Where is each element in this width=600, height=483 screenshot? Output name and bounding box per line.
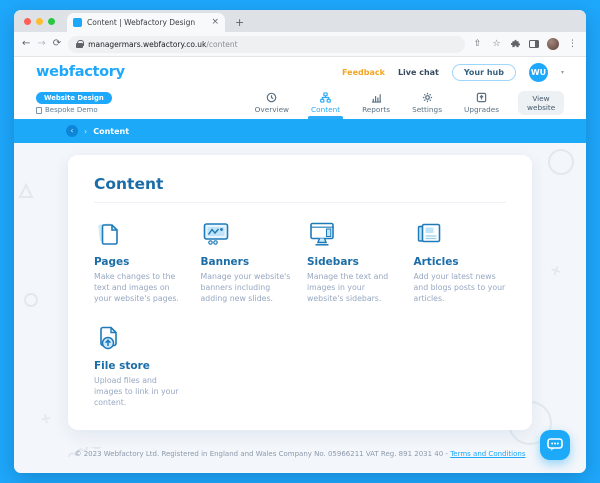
share-icon[interactable]: ⇧: [473, 39, 482, 49]
reload-icon[interactable]: ⟳: [52, 38, 62, 49]
url-text: managermars.webfactory.co.uk/content: [88, 40, 237, 49]
view-website-button[interactable]: View website: [518, 90, 564, 116]
filestore-icon: [100, 326, 117, 349]
card-desc: Upload files and images to link in your …: [94, 375, 179, 407]
card-sidebars[interactable]: Sidebars Manage the text and images in y…: [307, 219, 400, 305]
close-window-icon[interactable]: [24, 17, 31, 25]
decorative-circle: [548, 149, 574, 175]
card-title: Sidebars: [307, 256, 359, 268]
site-header: webfactory Feedback Live chat Your hub W…: [14, 57, 586, 87]
page-title: Content: [94, 175, 164, 193]
browser-toolbar: ← → ⟳ managermars.webfactory.co.uk/conte…: [14, 32, 586, 57]
chart-icon: [371, 94, 381, 103]
url-host: managermars.webfactory.co.uk: [88, 39, 207, 49]
toolbar-icons: ⇧ ☆ ⋮: [472, 38, 578, 50]
site-name: Bespoke Demo: [36, 106, 112, 114]
tab-overview[interactable]: Overview: [246, 87, 298, 119]
card-title: File store: [94, 359, 150, 372]
pages-icon: [98, 223, 118, 245]
decorative-triangle: [18, 183, 34, 199]
terms-link[interactable]: Terms and Conditions: [450, 450, 526, 459]
window-controls: [24, 10, 55, 32]
card-desc: Make changes to the text and images on y…: [94, 272, 179, 303]
forward-icon[interactable]: →: [37, 38, 46, 49]
browser-window: Content | Webfactory Design × + ← → ⟳ ma…: [14, 10, 586, 473]
zoom-window-icon[interactable]: [48, 17, 55, 25]
decorative-squiggle: [68, 447, 102, 459]
main-nav: Overview Content Reports Settings Upgrad…: [246, 87, 564, 119]
decorative-plus: +: [38, 409, 54, 429]
bookmark-star-icon[interactable]: ☆: [492, 39, 501, 49]
content-card: Content Pages Make changes to the text a…: [68, 155, 532, 431]
tab-upgrades[interactable]: Upgrades: [455, 87, 508, 119]
clock-icon: [267, 92, 277, 103]
site-subheader: Website Design Bespoke Demo Overview Con…: [14, 87, 586, 119]
header-actions: Feedback Live chat Your hub WU ▾: [342, 62, 564, 82]
site-name-label: Bespoke Demo: [45, 106, 98, 114]
card-file-store[interactable]: File store Upload files and images to li…: [94, 323, 187, 409]
card-pages[interactable]: Pages Make changes to the text and image…: [94, 219, 187, 305]
card-banners[interactable]: Banners Manage your website's banners in…: [201, 219, 294, 305]
gear-icon: [422, 92, 432, 103]
card-desc: Manage your website's banners including …: [200, 272, 291, 303]
footer-text: © 2023 Webfactory Ltd. Registered in Eng…: [74, 450, 448, 459]
chat-bubble-icon: [547, 438, 563, 451]
document-icon: [36, 106, 42, 114]
card-title: Pages: [94, 256, 130, 268]
profile-avatar[interactable]: [547, 38, 559, 50]
url-path: /content: [206, 39, 238, 49]
tab-close-icon[interactable]: ×: [211, 17, 219, 27]
chevron-down-icon[interactable]: ▾: [560, 68, 564, 76]
tab-favicon: [73, 18, 82, 27]
breadcrumb-home-icon[interactable]: ‹: [66, 125, 78, 137]
decorative-circle: [24, 293, 38, 307]
webfactory-logo[interactable]: webfactory: [36, 64, 125, 80]
user-avatar[interactable]: WU: [528, 62, 548, 82]
breadcrumb-chevron-icon: ›: [84, 126, 88, 136]
back-icon[interactable]: ←: [22, 38, 31, 49]
page-area: + + Content Pages Make: [14, 143, 586, 473]
content-grid: Pages Make changes to the text and image…: [94, 219, 506, 408]
sitemap-icon: [320, 92, 331, 103]
banners-icon: [203, 223, 228, 245]
minimize-window-icon[interactable]: [36, 17, 43, 25]
articles-icon: [417, 223, 440, 243]
site-identity: Website Design Bespoke Demo: [36, 87, 112, 119]
website-design-badge: Website Design: [36, 92, 112, 104]
tab-reports[interactable]: Reports: [353, 87, 399, 119]
browser-tab[interactable]: Content | Webfactory Design ×: [67, 13, 225, 32]
tab-content[interactable]: Content: [302, 87, 349, 119]
your-hub-button[interactable]: Your hub: [451, 63, 516, 81]
card-title: Articles: [413, 256, 459, 268]
footer: © 2023 Webfactory Ltd. Registered in Eng…: [14, 450, 586, 458]
upgrade-icon: [476, 92, 487, 103]
chat-button[interactable]: [540, 430, 570, 460]
breadcrumb: ‹ › Content: [14, 119, 586, 143]
card-desc: Add your latest news and blogs posts to …: [413, 272, 506, 303]
tab-settings[interactable]: Settings: [403, 87, 451, 119]
sidebars-icon: [310, 222, 334, 246]
url-bar[interactable]: managermars.webfactory.co.uk/content: [68, 35, 465, 53]
decorative-plus: +: [548, 261, 565, 281]
divider: [94, 202, 506, 203]
side-panel-icon[interactable]: [529, 40, 539, 48]
card-articles[interactable]: Articles Add your latest news and blogs …: [414, 219, 507, 305]
tab-title: Content | Webfactory Design: [87, 18, 196, 27]
new-tab-icon[interactable]: +: [235, 16, 245, 29]
card-desc: Manage the text and images in your websi…: [307, 272, 389, 303]
menu-icon[interactable]: ⋮: [568, 39, 577, 49]
live-chat-link[interactable]: Live chat: [397, 67, 439, 77]
card-title: Banners: [200, 256, 250, 268]
lock-icon: [76, 39, 85, 49]
breadcrumb-current: Content: [93, 126, 130, 136]
feedback-link[interactable]: Feedback: [342, 67, 385, 77]
tab-strip: Content | Webfactory Design × +: [14, 10, 586, 32]
extensions-icon[interactable]: [510, 39, 521, 50]
